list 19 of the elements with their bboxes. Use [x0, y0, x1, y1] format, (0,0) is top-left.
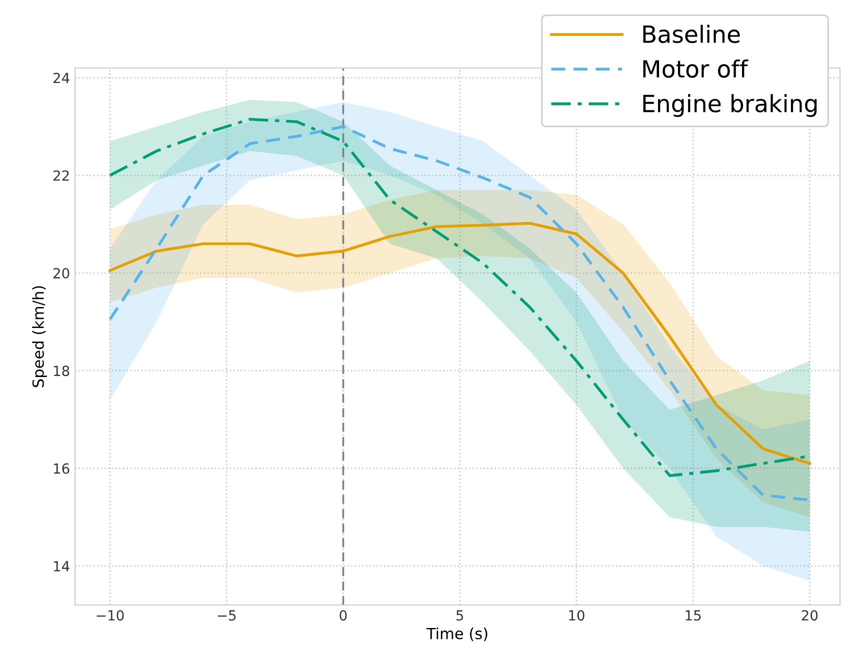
- x-tick-label: 20: [802, 610, 818, 621]
- x-tick-label: 5: [456, 610, 464, 621]
- y-axis-title: Speed (km/h): [32, 286, 47, 388]
- y-tick-label: 20: [53, 268, 70, 279]
- x-tick-label: 15: [686, 610, 701, 621]
- x-tick-label: 0: [340, 610, 347, 621]
- line-series: [108, 222, 812, 465]
- y-tick-label: 18: [54, 366, 70, 376]
- x-tick-label: −10: [96, 610, 124, 621]
- y-tick-label: 14: [54, 561, 70, 572]
- y-tick-label: 24: [53, 72, 70, 84]
- x-axis-title: Time (s): [426, 627, 488, 642]
- y-tick-label: 16: [54, 463, 70, 474]
- x-tick-label: 10: [569, 610, 584, 621]
- y-tick-label: 22: [53, 170, 69, 181]
- x-tick-label: −5: [218, 610, 236, 621]
- legend-label: Motor off: [643, 59, 748, 78]
- legend-label: Baseline: [643, 24, 740, 44]
- legend-label: Engine braking: [643, 94, 817, 117]
